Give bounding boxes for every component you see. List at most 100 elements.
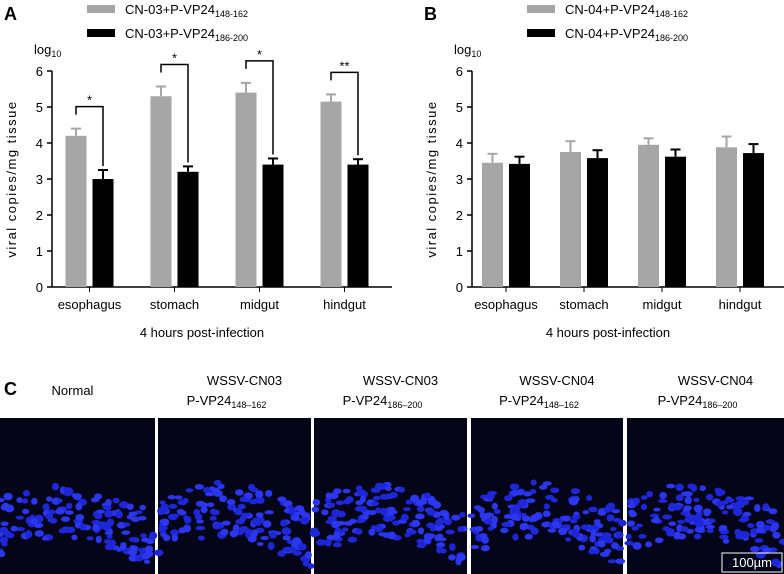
nucleus <box>95 535 102 544</box>
nucleus <box>336 510 346 518</box>
nucleus <box>105 498 112 506</box>
y-unit-sub: 10 <box>471 49 481 59</box>
nucleus <box>168 503 178 509</box>
nucleus <box>754 538 764 543</box>
nucleus <box>539 484 548 490</box>
nucleus <box>491 502 498 510</box>
bar <box>665 156 686 287</box>
nucleus <box>627 520 636 527</box>
nucleus <box>265 490 273 498</box>
nucleus <box>650 518 661 524</box>
nucleus <box>0 497 5 503</box>
nucleus <box>590 528 597 537</box>
nucleus <box>611 542 619 550</box>
nucleus <box>250 487 259 493</box>
nucleus <box>140 533 147 539</box>
nucleus <box>115 510 123 519</box>
legend-swatch <box>527 5 555 13</box>
nucleus <box>232 524 240 532</box>
nucleus <box>388 515 396 521</box>
nucleus <box>143 559 151 564</box>
bar <box>150 96 172 287</box>
nucleus <box>106 518 115 527</box>
nucleus <box>294 505 305 512</box>
nucleus <box>561 524 571 529</box>
nucleus <box>706 493 714 501</box>
nucleus <box>354 505 365 512</box>
nucleus <box>144 545 154 553</box>
bar <box>65 135 87 287</box>
nucleus <box>654 537 664 544</box>
nucleus <box>237 530 244 536</box>
nucleus <box>416 505 425 513</box>
x-tick-label: midgut <box>642 297 681 312</box>
nucleus <box>386 506 396 511</box>
nucleus <box>293 511 302 516</box>
nucleus <box>517 499 528 507</box>
nucleus <box>209 515 217 521</box>
nucleus <box>24 530 33 539</box>
nucleus <box>445 529 455 535</box>
significance-label: * <box>172 50 177 65</box>
nucleus <box>685 517 694 523</box>
nucleus <box>22 508 30 515</box>
nucleus <box>356 518 366 524</box>
nucleus <box>487 526 494 531</box>
nucleus <box>219 495 227 503</box>
nucleus <box>5 532 15 539</box>
nucleus <box>343 521 354 526</box>
nucleus <box>240 512 250 518</box>
panel-label: C <box>4 379 17 399</box>
nucleus <box>509 483 520 491</box>
nucleus <box>436 533 444 539</box>
nucleus <box>256 541 264 546</box>
nucleus <box>207 502 215 508</box>
nucleus <box>604 548 612 554</box>
nucleus <box>251 529 259 537</box>
nucleus <box>569 519 578 524</box>
nucleus <box>195 525 206 531</box>
y-tick-label: 3 <box>36 172 43 187</box>
nucleus <box>653 507 661 512</box>
nucleus <box>673 504 683 511</box>
nucleus <box>237 503 246 510</box>
nucleus <box>360 514 369 520</box>
nucleus <box>754 504 761 513</box>
nucleus <box>126 503 134 510</box>
nucleus <box>342 527 349 532</box>
legend-entry-sub: 148-162 <box>215 9 248 19</box>
nucleus <box>194 483 204 490</box>
nucleus <box>0 536 9 544</box>
nucleus <box>203 486 211 493</box>
bar <box>482 162 503 287</box>
legend-entry-main: CN-03+P-VP24 <box>125 2 215 17</box>
nucleus <box>451 514 461 521</box>
nucleus <box>732 507 743 516</box>
nucleus <box>686 528 695 534</box>
nucleus <box>123 522 131 527</box>
nucleus <box>359 495 367 503</box>
nucleus <box>128 536 139 543</box>
nucleus <box>94 513 103 520</box>
nucleus <box>73 493 82 501</box>
nucleus <box>721 510 729 515</box>
nucleus <box>593 519 601 524</box>
nucleus <box>324 538 332 547</box>
image-title-sub: 186–200 <box>702 400 737 410</box>
nucleus <box>415 499 425 507</box>
nucleus <box>416 543 426 549</box>
nucleus <box>355 485 363 492</box>
image-title: WSSV-CN03 <box>207 373 282 388</box>
nucleus <box>154 549 164 557</box>
nucleus <box>525 498 536 504</box>
nucleus <box>523 491 533 497</box>
nucleus <box>200 506 208 514</box>
nucleus <box>282 535 291 541</box>
nucleus <box>473 505 482 511</box>
nucleus <box>580 524 590 530</box>
nucleus <box>530 479 537 486</box>
nucleus <box>120 542 127 548</box>
nucleus <box>167 494 176 500</box>
nucleus <box>509 512 520 521</box>
nucleus <box>213 489 223 497</box>
